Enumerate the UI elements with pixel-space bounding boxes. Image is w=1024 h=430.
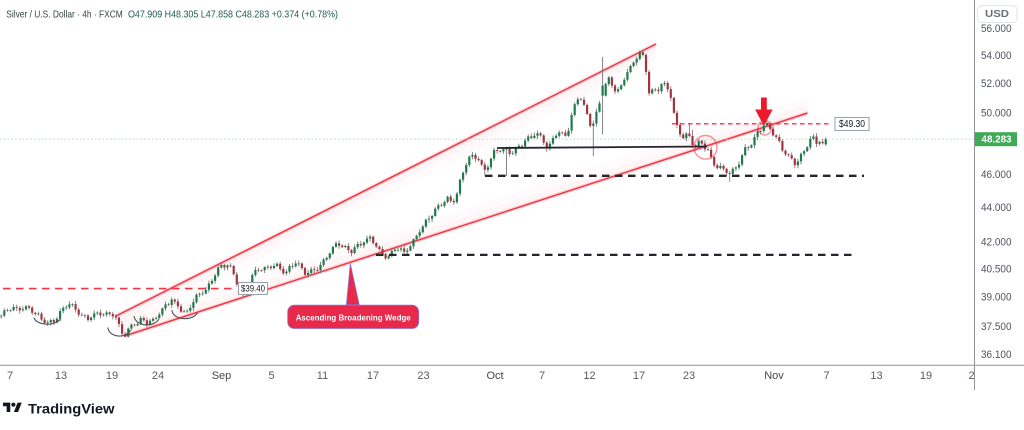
svg-text:36.100: 36.100 — [981, 349, 1012, 361]
svg-text:5: 5 — [268, 370, 274, 382]
svg-text:$49.30: $49.30 — [839, 119, 865, 130]
svg-text:$39.40: $39.40 — [241, 284, 265, 295]
svg-text:19: 19 — [106, 370, 118, 382]
svg-text:17: 17 — [633, 370, 645, 382]
svg-text:56.000: 56.000 — [981, 23, 1012, 35]
svg-text:Silver / U.S. Dollar · 4h · FX: Silver / U.S. Dollar · 4h · FXCM — [6, 8, 123, 20]
svg-text:O47.909 H48.305 L47.858 C48: O47.909 H48.305 L47.858 C48.283 +0.374 (… — [128, 8, 338, 20]
svg-text:11: 11 — [317, 370, 328, 382]
svg-text:42.000: 42.000 — [981, 237, 1012, 249]
svg-text:13: 13 — [55, 370, 67, 382]
svg-text:23: 23 — [417, 370, 429, 382]
svg-text:Sep: Sep — [212, 370, 232, 382]
svg-text:46.000: 46.000 — [981, 169, 1012, 181]
svg-text:7: 7 — [539, 370, 545, 382]
svg-text:37.500: 37.500 — [981, 321, 1012, 333]
svg-text:13: 13 — [870, 370, 882, 382]
svg-text:40.500: 40.500 — [981, 264, 1012, 276]
svg-text:Nov: Nov — [764, 370, 784, 382]
svg-text:48.283: 48.283 — [982, 134, 1012, 146]
svg-text:52.000: 52.000 — [981, 78, 1012, 90]
svg-text:39.000: 39.000 — [981, 292, 1012, 304]
svg-text:23: 23 — [683, 370, 695, 382]
svg-text:TradingView: TradingView — [28, 401, 115, 417]
svg-text:Oct: Oct — [486, 370, 503, 382]
svg-text:7: 7 — [823, 370, 829, 382]
svg-text:19: 19 — [920, 370, 932, 382]
svg-text:54.000: 54.000 — [981, 50, 1012, 62]
svg-text:50.000: 50.000 — [981, 107, 1012, 119]
svg-text:Ascending Broadening Wedge: Ascending Broadening Wedge — [296, 312, 411, 322]
svg-text:2: 2 — [968, 370, 974, 382]
svg-text:12: 12 — [583, 370, 595, 382]
svg-text:17: 17 — [367, 370, 379, 382]
svg-text:USD: USD — [985, 9, 1009, 20]
svg-text:24: 24 — [152, 370, 164, 382]
svg-text:7: 7 — [7, 370, 13, 382]
svg-text:44.000: 44.000 — [981, 202, 1012, 214]
